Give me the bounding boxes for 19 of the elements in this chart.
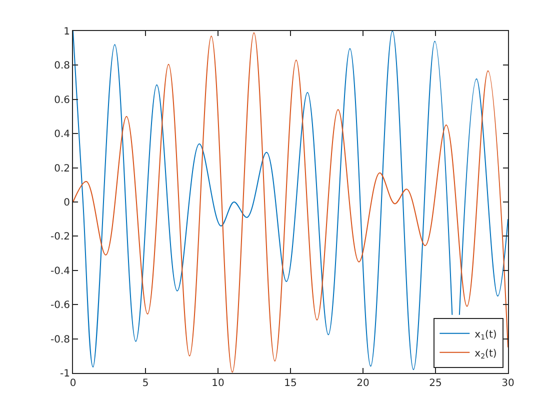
- y-tick-label: 0.4: [54, 129, 70, 140]
- x-tick-label: 25: [429, 378, 442, 389]
- y-tick-label: -0.2: [50, 232, 70, 243]
- y-tick-label: 1: [64, 26, 70, 38]
- y-tick-label: -1: [60, 368, 70, 380]
- x-tick-label: 30: [502, 378, 514, 389]
- y-tick-label: 0.8: [54, 60, 70, 72]
- legend-label: x$_{2}$(t): [474, 348, 497, 360]
- y-tick-label: 0.6: [54, 94, 70, 106]
- x-tick-label: 20: [356, 378, 370, 389]
- x-tick-label: 10: [212, 378, 224, 389]
- y-tick-label: -0.4: [50, 266, 70, 277]
- y-tick-label: 0: [64, 198, 70, 208]
- y-tick-label: -0.6: [50, 300, 70, 312]
- legend-label: x$_{1}$(t): [474, 329, 497, 342]
- y-tick-label: 0.2: [54, 163, 70, 174]
- y-tick-label: -0.8: [50, 334, 70, 346]
- x-tick-label: 5: [142, 378, 149, 389]
- x-tick-label: 15: [284, 378, 297, 389]
